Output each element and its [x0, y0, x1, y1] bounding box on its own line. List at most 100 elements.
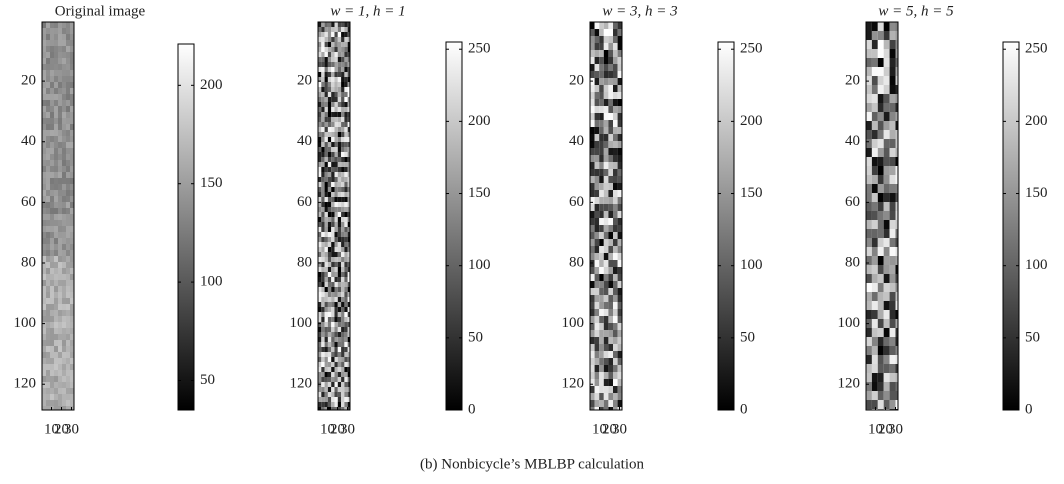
image-pixel — [341, 387, 345, 392]
image-pixel — [613, 260, 618, 267]
image-pixel — [608, 344, 613, 351]
image-pixel — [337, 167, 342, 172]
image-pixel — [877, 382, 884, 391]
image-pixel — [327, 352, 332, 357]
image-pixel — [318, 347, 322, 352]
image-pixel — [334, 327, 338, 332]
image-pixel — [318, 362, 322, 367]
image-pixel — [331, 382, 335, 387]
image-pixel — [54, 280, 58, 286]
image-pixel — [62, 160, 66, 166]
image-pixel — [46, 28, 50, 34]
image-pixel — [341, 122, 345, 127]
y-tick-label: 20 — [297, 73, 312, 89]
image-pixel — [331, 57, 335, 62]
image-pixel — [608, 218, 613, 225]
image-pixel — [590, 281, 595, 288]
image-pixel — [66, 382, 70, 388]
image-pixel — [344, 372, 348, 377]
image-pixel — [321, 177, 325, 182]
image-pixel — [344, 407, 348, 410]
image-pixel — [334, 222, 338, 227]
image-pixel — [58, 142, 62, 148]
image-pixel — [66, 214, 70, 220]
image-pixel — [347, 237, 350, 242]
image-pixel — [889, 49, 896, 58]
image-pixel — [334, 87, 338, 92]
image-pixel — [327, 397, 332, 402]
image-pixel — [58, 322, 62, 328]
image-pixel — [341, 157, 345, 162]
image-pixel — [603, 29, 609, 36]
image-pixel — [58, 232, 62, 238]
image-pixel — [613, 57, 618, 64]
image-pixel — [341, 287, 345, 292]
image-pixel — [42, 274, 46, 280]
image-pixel — [58, 22, 62, 28]
image-pixel — [58, 394, 62, 400]
image-pixel — [334, 112, 338, 117]
image-pixel — [70, 196, 74, 202]
image-pixel — [877, 103, 884, 112]
image-pixel — [871, 193, 878, 202]
image-pixel — [608, 64, 613, 71]
image-pixel — [327, 217, 332, 222]
image-pixel — [877, 274, 884, 283]
image-pixel — [347, 167, 350, 172]
image-pixel — [334, 127, 338, 132]
image-pixel — [42, 226, 46, 232]
image-pixel — [617, 351, 622, 358]
image-pixel — [337, 132, 342, 137]
image-pixel — [599, 358, 604, 365]
image-pixel — [50, 340, 54, 346]
image-pixel — [866, 130, 872, 139]
image-pixel — [66, 244, 70, 250]
image-pixel — [318, 127, 322, 132]
image-pixel — [895, 400, 898, 409]
image-pixel — [54, 298, 58, 304]
image-pixel — [594, 330, 600, 337]
image-pixel — [62, 46, 66, 52]
image-pixel — [895, 382, 898, 391]
image-pixel — [883, 202, 890, 211]
image-pixel — [347, 377, 350, 382]
image-pixel — [608, 260, 613, 267]
image-pixel — [321, 252, 325, 257]
image-pixel — [337, 192, 342, 197]
image-pixel — [62, 262, 66, 268]
image-pixel — [62, 316, 66, 322]
image-pixel — [318, 32, 322, 37]
image-pixel — [590, 225, 595, 232]
image-pixel — [321, 237, 325, 242]
image-pixel — [321, 307, 325, 312]
image-pixel — [66, 190, 70, 196]
image-pixel — [871, 184, 878, 193]
image-pixel — [590, 302, 595, 309]
image-pixel — [324, 187, 328, 192]
image-pixel — [608, 113, 613, 120]
image-pixel — [347, 392, 350, 397]
image-pixel — [337, 127, 342, 132]
image-pixel — [50, 226, 54, 232]
image-pixel — [50, 376, 54, 382]
image-pixel — [347, 42, 350, 47]
image-pixel — [347, 172, 350, 177]
image-pixel — [70, 106, 74, 112]
image-pixel — [50, 358, 54, 364]
image-pixel — [877, 22, 884, 31]
image-pixel — [866, 49, 872, 58]
image-pixel — [344, 72, 348, 77]
image-pixel — [895, 58, 898, 67]
image-pixel — [42, 232, 46, 238]
image-pixel — [327, 302, 332, 307]
image-pixel — [42, 136, 46, 142]
image-pixel — [344, 132, 348, 137]
image-pixel — [66, 94, 70, 100]
image-pixel — [58, 202, 62, 208]
image-pixel — [344, 357, 348, 362]
image-pixel — [318, 182, 322, 187]
image-pixel — [341, 72, 345, 77]
image-pixel — [889, 337, 896, 346]
image-pixel — [318, 147, 322, 152]
image-pixel — [895, 157, 898, 166]
